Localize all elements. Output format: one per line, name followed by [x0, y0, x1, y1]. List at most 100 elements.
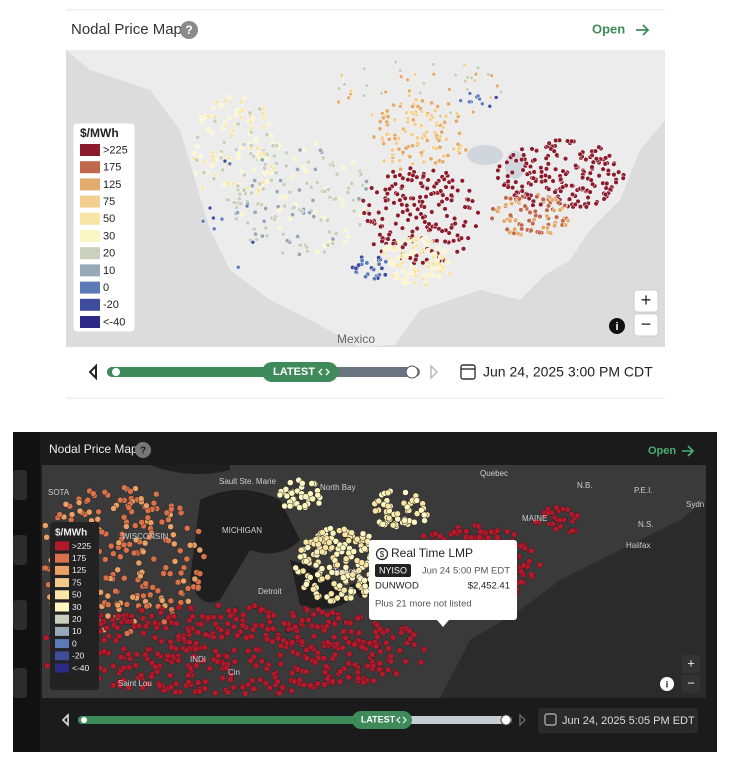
sidebar-item[interactable]	[13, 600, 27, 630]
price-dot	[200, 657, 207, 665]
map[interactable]	[29, 465, 706, 698]
price-dot	[354, 674, 362, 682]
price-dot	[318, 548, 326, 556]
slider-start	[112, 368, 120, 376]
price-dot	[536, 229, 543, 235]
price-dot	[362, 93, 367, 98]
price-dot	[557, 523, 564, 530]
help-icon[interactable]	[135, 442, 151, 458]
price-dot	[176, 547, 184, 555]
legend-swatch	[80, 298, 100, 311]
step-back[interactable]	[61, 713, 69, 727]
price-dot	[455, 187, 461, 194]
slider-handle[interactable]	[500, 714, 512, 726]
price-dot	[172, 689, 179, 696]
price-dot	[235, 155, 241, 161]
price-dot	[333, 640, 341, 648]
price-dot	[248, 633, 255, 640]
price-dot	[290, 173, 296, 179]
price-dot	[519, 188, 525, 194]
sidebar-item[interactable]	[13, 668, 27, 698]
legend-swatch	[55, 602, 69, 612]
sidebar-item[interactable]	[13, 470, 27, 500]
price-dot	[411, 641, 418, 648]
price-dot	[260, 124, 266, 130]
open-link[interactable]: Open	[592, 21, 625, 36]
price-dot	[421, 81, 427, 86]
price-dot	[430, 168, 436, 174]
price-dot	[532, 208, 538, 214]
price-dot	[288, 489, 296, 497]
step-forward[interactable]	[430, 364, 439, 380]
tooltip-price: $2,452.41	[468, 581, 510, 592]
price-dot	[245, 185, 250, 191]
zoom-in[interactable]	[682, 655, 700, 673]
price-dot	[574, 512, 581, 519]
price-dot	[440, 254, 446, 260]
price-dot	[140, 592, 147, 600]
step-forward[interactable]	[519, 713, 526, 727]
price-dot	[204, 614, 212, 621]
open-link[interactable]: Open	[648, 445, 676, 457]
help-icon[interactable]	[180, 21, 198, 39]
price-dot	[505, 173, 511, 179]
price-dot	[239, 611, 247, 619]
sidebar-item[interactable]	[13, 535, 27, 565]
price-dot	[42, 564, 49, 572]
price-dot	[255, 150, 261, 156]
price-dot	[209, 154, 215, 160]
price-dot	[326, 229, 332, 235]
price-dot	[423, 194, 429, 200]
price-dot	[431, 62, 436, 67]
price-dot	[447, 87, 452, 92]
date-box[interactable]	[538, 708, 698, 733]
price-dot	[386, 232, 392, 238]
legend-swatch	[55, 578, 69, 588]
price-dot	[167, 683, 175, 691]
open-arrow[interactable]	[636, 24, 650, 36]
price-dot	[345, 660, 353, 667]
zoom-in[interactable]	[633, 289, 659, 313]
price-dot	[104, 612, 112, 620]
price-dot	[410, 117, 416, 123]
price-dot	[426, 221, 432, 227]
latest-pill[interactable]	[352, 711, 412, 729]
price-dot	[504, 159, 510, 165]
price-dot	[467, 534, 475, 541]
price-dot	[505, 178, 511, 184]
price-dot	[254, 145, 260, 151]
price-dot	[420, 247, 426, 253]
price-dot	[493, 95, 499, 100]
zoom-out[interactable]	[682, 675, 700, 693]
map-label: Cin	[228, 668, 240, 677]
price-dot	[361, 210, 367, 216]
price-dot	[415, 140, 421, 146]
price-dot	[399, 225, 405, 231]
price-dot	[560, 184, 566, 190]
price-dot	[248, 119, 253, 125]
calendar-icon[interactable]	[460, 364, 476, 380]
legend-swatch	[80, 195, 100, 208]
map[interactable]	[66, 50, 665, 347]
price-dot	[336, 86, 342, 91]
price-dot	[523, 160, 529, 166]
open-arrow[interactable]	[682, 445, 695, 457]
slider-handle[interactable]	[405, 365, 419, 379]
step-back[interactable]	[88, 363, 97, 381]
price-dot	[385, 502, 392, 510]
price-dot	[345, 190, 351, 195]
price-dot	[410, 172, 416, 178]
price-dot	[340, 202, 345, 208]
price-dot	[296, 504, 303, 511]
latest-pill[interactable]	[262, 362, 338, 382]
price-dot	[249, 677, 256, 684]
price-dot	[151, 634, 159, 641]
price-dot	[164, 652, 171, 660]
price-dot	[328, 590, 335, 598]
price-dot	[431, 71, 437, 77]
price-dot	[407, 165, 413, 171]
zoom-out[interactable]	[633, 313, 659, 337]
info-icon[interactable]	[660, 677, 674, 691]
price-dot	[458, 98, 463, 103]
info-icon[interactable]	[609, 318, 625, 334]
